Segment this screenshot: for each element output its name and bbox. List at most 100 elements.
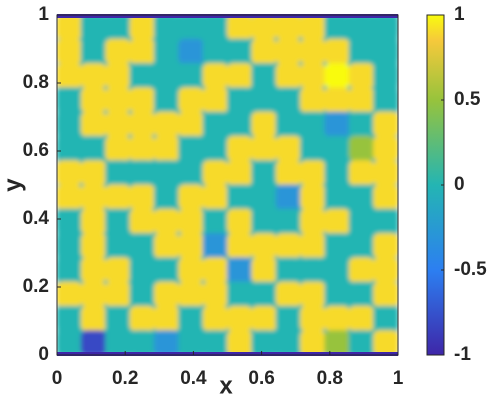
cell — [300, 305, 326, 332]
cell — [348, 15, 375, 40]
cell — [251, 15, 277, 40]
cell — [178, 38, 204, 65]
cell — [300, 87, 326, 113]
colorbar-tick-label: -1 — [454, 344, 471, 365]
cell — [80, 330, 107, 355]
cell — [129, 330, 155, 355]
cell — [373, 38, 398, 65]
cell — [178, 305, 204, 332]
cell — [348, 281, 375, 307]
cell — [153, 330, 180, 355]
cell — [105, 233, 131, 259]
cell — [275, 208, 302, 235]
cell — [178, 184, 204, 210]
cell — [348, 208, 375, 235]
cell — [153, 160, 180, 186]
cells — [57, 15, 398, 355]
cell — [178, 15, 204, 40]
cell — [129, 281, 155, 307]
cell — [324, 330, 350, 355]
cell — [202, 135, 228, 162]
cell — [57, 305, 82, 332]
cell — [153, 281, 180, 307]
cell — [153, 233, 180, 259]
cell — [373, 160, 398, 186]
colorbar-tick-label: -0.5 — [454, 259, 487, 280]
colorbar-tick-label: 0.5 — [454, 89, 481, 110]
cell — [57, 135, 82, 162]
cell — [324, 15, 350, 40]
cell — [251, 305, 277, 332]
cell — [348, 330, 375, 355]
cell — [80, 38, 107, 65]
cell — [275, 87, 302, 113]
cell — [105, 257, 131, 283]
cell — [373, 15, 398, 40]
cell — [227, 305, 253, 332]
cell — [348, 233, 375, 259]
cell — [129, 257, 155, 283]
cell — [275, 135, 302, 162]
cell — [80, 87, 107, 113]
cell — [251, 330, 277, 355]
y-axis-label: y — [0, 178, 26, 192]
cell — [251, 135, 277, 162]
cell — [300, 208, 326, 235]
axes-box — [56, 14, 399, 356]
cell — [153, 135, 180, 162]
cell — [227, 257, 253, 283]
y-tick-label: 1 — [38, 4, 49, 25]
cell — [251, 184, 277, 210]
cell — [373, 63, 398, 89]
cell — [105, 111, 131, 137]
cell — [300, 184, 326, 210]
cell — [202, 233, 228, 259]
cell — [178, 208, 204, 235]
cell — [57, 87, 82, 113]
y-tick-label: 0.2 — [23, 276, 49, 297]
cell — [324, 135, 350, 162]
cell — [275, 257, 302, 283]
cell — [227, 281, 253, 307]
cell — [202, 111, 228, 137]
cell — [178, 160, 204, 186]
cell — [373, 257, 398, 283]
cell — [275, 38, 302, 65]
cell — [178, 330, 204, 355]
cell — [348, 111, 375, 137]
cell — [251, 257, 277, 283]
cell — [348, 135, 375, 162]
cell — [251, 87, 277, 113]
cell — [300, 233, 326, 259]
cell — [57, 38, 82, 65]
cell — [324, 257, 350, 283]
cell — [80, 305, 107, 332]
cell — [251, 160, 277, 186]
cell — [373, 208, 398, 235]
cell — [202, 208, 228, 235]
cell — [202, 87, 228, 113]
cell — [227, 160, 253, 186]
cell — [348, 305, 375, 332]
cell — [80, 257, 107, 283]
cell — [153, 184, 180, 210]
cell — [129, 63, 155, 89]
x-tick-label: 0.2 — [112, 368, 138, 389]
cell — [373, 184, 398, 210]
cell — [57, 160, 82, 186]
cell — [251, 233, 277, 259]
y-tick-label: 0 — [38, 344, 49, 365]
cell — [80, 135, 107, 162]
cell — [324, 184, 350, 210]
cell — [300, 281, 326, 307]
cell — [178, 257, 204, 283]
cell — [227, 330, 253, 355]
cell — [202, 257, 228, 283]
x-tick-label: 1 — [393, 368, 404, 389]
cell — [275, 330, 302, 355]
cell — [227, 233, 253, 259]
y-tick-label: 0.8 — [23, 72, 49, 93]
x-tick-label: 0 — [52, 368, 63, 389]
cell — [153, 111, 180, 137]
